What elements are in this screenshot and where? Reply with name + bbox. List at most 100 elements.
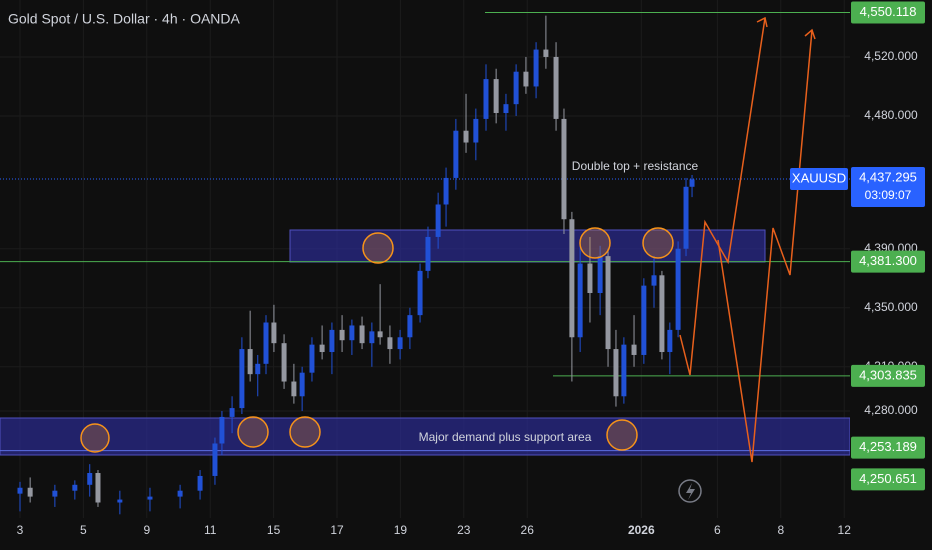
x-tick-label: 12 bbox=[838, 523, 852, 537]
candle-body bbox=[329, 329, 335, 353]
candle-body bbox=[299, 372, 305, 397]
x-tick-label: 26 bbox=[521, 523, 535, 537]
candle-body bbox=[291, 381, 297, 397]
x-tick-label: 17 bbox=[330, 523, 344, 537]
candle-body bbox=[453, 130, 459, 178]
candle-body bbox=[553, 56, 559, 119]
candle-body bbox=[425, 236, 431, 271]
candle-body bbox=[597, 256, 603, 294]
candle-body bbox=[72, 484, 78, 491]
candle-body bbox=[377, 331, 383, 338]
candle-body bbox=[689, 179, 695, 187]
x-tick-label: 2026 bbox=[628, 523, 655, 537]
candle-body bbox=[561, 118, 567, 220]
candle-body bbox=[309, 344, 315, 373]
circle-marker bbox=[80, 423, 110, 453]
chart-title: Gold Spot / U.S. Dollar · 4h · OANDA bbox=[8, 11, 241, 27]
x-tick-label: 9 bbox=[143, 523, 150, 537]
circle-marker bbox=[362, 232, 394, 264]
candle-body bbox=[271, 322, 277, 344]
arrow-head bbox=[756, 16, 768, 28]
candle-body bbox=[659, 275, 665, 353]
axes: 4,520.0004,480.0004,390.0004,350.0004,31… bbox=[17, 1, 925, 537]
price-label-box bbox=[851, 436, 925, 459]
price-label: 4,250.651 bbox=[859, 471, 917, 486]
candle-body bbox=[87, 473, 93, 485]
candle-body bbox=[577, 263, 583, 338]
price-label-box bbox=[851, 250, 925, 273]
highlights bbox=[80, 227, 674, 453]
candle-body bbox=[641, 285, 647, 355]
candle-body bbox=[651, 275, 657, 286]
candle-body bbox=[263, 322, 269, 364]
candle-body bbox=[319, 344, 325, 353]
price-label: 4,303.835 bbox=[859, 367, 917, 382]
projection bbox=[679, 16, 816, 463]
candle-body bbox=[683, 186, 689, 249]
symbol-label: XAUUSD bbox=[792, 170, 846, 185]
icon-bolt bbox=[686, 483, 695, 500]
candle-body bbox=[533, 49, 539, 87]
lightning-icon bbox=[678, 479, 702, 503]
candle-body bbox=[523, 71, 529, 87]
candle-body bbox=[17, 487, 23, 494]
candle-body bbox=[197, 475, 203, 491]
circle-marker bbox=[579, 227, 611, 259]
icon-ring bbox=[678, 479, 702, 503]
candle-body bbox=[369, 331, 375, 344]
candle-body bbox=[483, 79, 489, 119]
symbol-box bbox=[790, 167, 848, 190]
candle-body bbox=[569, 219, 575, 338]
candle-body bbox=[513, 71, 519, 105]
candle-body bbox=[95, 473, 101, 503]
candle-body bbox=[631, 344, 637, 355]
resistance-zone bbox=[289, 229, 766, 263]
candle-body bbox=[229, 408, 235, 417]
candle-body bbox=[147, 496, 153, 500]
y-tick-label: 4,520.000 bbox=[864, 49, 918, 63]
circle-marker bbox=[606, 419, 638, 451]
candle-body bbox=[281, 343, 287, 382]
candle-body bbox=[621, 344, 627, 397]
circle-marker bbox=[289, 416, 321, 448]
candle-body bbox=[605, 256, 611, 350]
x-tick-label: 19 bbox=[394, 523, 408, 537]
levels bbox=[0, 12, 850, 452]
x-tick-label: 6 bbox=[714, 523, 721, 537]
candle-body bbox=[407, 315, 413, 338]
x-tick-label: 5 bbox=[80, 523, 87, 537]
candle-body bbox=[613, 349, 619, 397]
candle-body bbox=[543, 49, 549, 57]
candles bbox=[17, 15, 695, 515]
x-tick-label: 3 bbox=[17, 523, 24, 537]
price-label-box bbox=[851, 1, 925, 24]
candle-body bbox=[493, 79, 499, 114]
candle-body bbox=[27, 487, 33, 497]
y-tick-label: 4,480.000 bbox=[864, 108, 918, 122]
y-tick-label: 4,280.000 bbox=[864, 403, 918, 417]
candle-body bbox=[503, 104, 509, 114]
circle-marker bbox=[237, 416, 269, 448]
projection-path bbox=[679, 17, 766, 376]
x-tick-label: 8 bbox=[777, 523, 784, 537]
candle-body bbox=[247, 349, 253, 375]
candle-body bbox=[359, 325, 365, 344]
price-label-box bbox=[851, 468, 925, 491]
candle-body bbox=[675, 248, 681, 330]
last-price-label: 4,437.295 bbox=[859, 169, 917, 184]
candle-body bbox=[349, 325, 355, 341]
last-price-box bbox=[851, 166, 925, 207]
candle-body bbox=[387, 337, 393, 350]
candle-body bbox=[239, 349, 245, 409]
candle-body bbox=[219, 416, 225, 444]
countdown-label: 03:09:07 bbox=[865, 188, 912, 202]
candle-body bbox=[177, 490, 183, 497]
candle-body bbox=[339, 329, 345, 341]
price-label: 4,550.118 bbox=[860, 4, 917, 19]
x-tick-label: 11 bbox=[204, 523, 217, 537]
price-label: 4,253.189 bbox=[859, 439, 917, 454]
candle-body bbox=[117, 499, 123, 503]
annotation: Major demand plus support area bbox=[419, 430, 592, 444]
